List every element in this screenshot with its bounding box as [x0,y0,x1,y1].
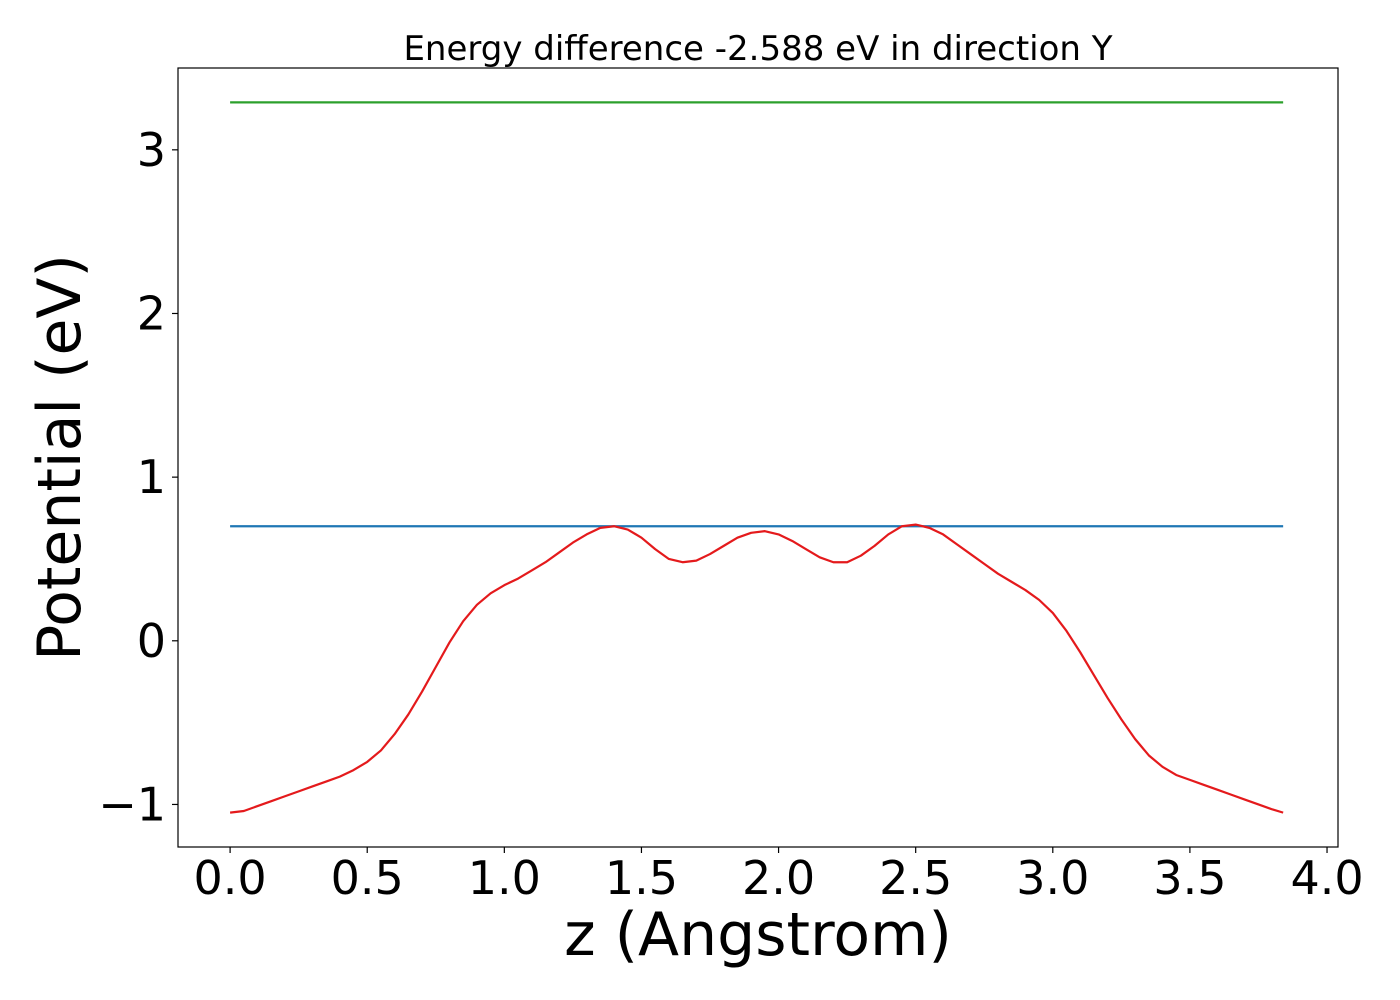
series-potential-profile-line [229,523,1284,814]
x-tick-label: 4.0 [1290,851,1363,905]
x-tick-label: 0.5 [331,851,404,905]
x-tick-label: 3.5 [1153,851,1226,905]
plot-frame [177,67,1339,848]
y-axis-ticks: −1 0 1 2 3 [98,123,178,831]
y-axis-label: Potential (eV) [25,254,95,661]
y-tick-label: 3 [137,123,166,177]
y-tick-label: −1 [98,777,166,831]
y-tick-label: 1 [137,450,166,504]
x-tick-label: 2.0 [742,851,815,905]
x-axis-ticks: 0.0 0.5 1.0 1.5 2.0 2.5 3.0 3.5 4.0 [194,847,1364,905]
chart-title: Energy difference -2.588 eV in direction… [403,29,1112,69]
x-tick-label: 1.5 [605,851,678,905]
x-tick-label: 3.0 [1016,851,1089,905]
x-tick-label: 0.0 [194,851,267,905]
y-tick-label: 0 [137,614,166,668]
y-tick-label: 2 [137,286,166,340]
x-tick-label: 2.5 [879,851,952,905]
plot-area [229,101,1284,814]
x-axis-label: z (Angstrom) [564,900,952,970]
x-tick-label: 1.0 [468,851,541,905]
